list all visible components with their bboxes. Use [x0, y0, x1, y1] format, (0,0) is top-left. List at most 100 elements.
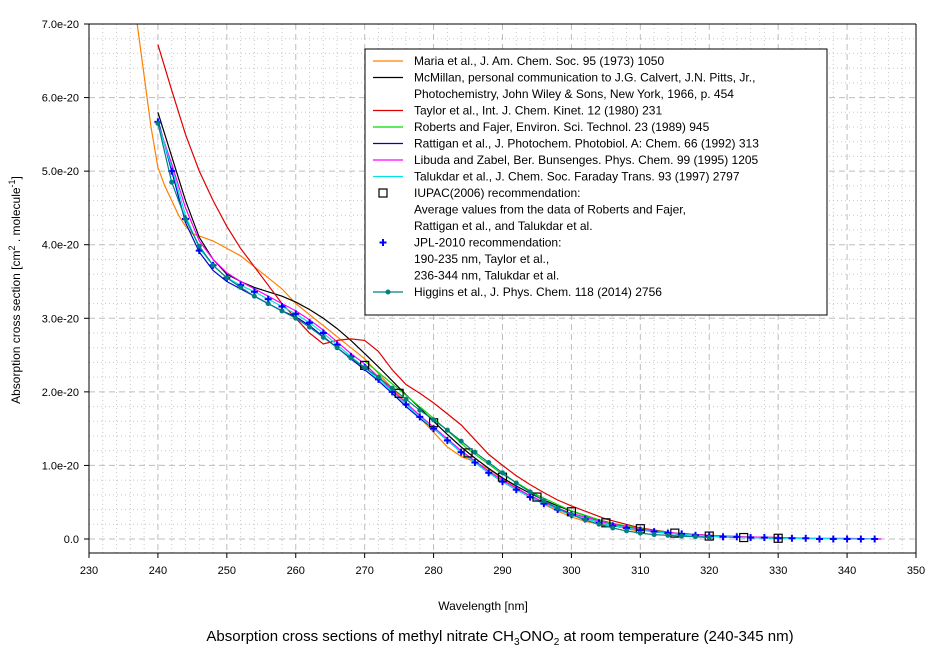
data-point — [417, 407, 423, 413]
y-tick-label: 4.0e-20 — [42, 240, 79, 252]
data-point — [443, 436, 451, 444]
data-point — [472, 449, 478, 455]
x-axis-label: Wavelength [nm] — [438, 599, 528, 613]
legend-item: Talukdar et al., J. Chem. Soc. Faraday T… — [373, 170, 740, 184]
caption-sub2: 2 — [553, 637, 560, 648]
series-line — [157, 44, 779, 539]
legend-item: Libuda and Zabel, Ber. Bunsenges. Phys. … — [373, 153, 759, 167]
y-axis-label-mid: . molecule — [9, 187, 23, 245]
data-point — [210, 262, 216, 268]
legend-item: McMillan, personal communication to J.G.… — [373, 71, 755, 101]
data-point — [596, 521, 602, 527]
data-point — [265, 301, 271, 307]
legend-item: Taylor et al., Int. J. Chem. Kinet. 12 (… — [373, 104, 662, 118]
legend-item: Higgins et al., J. Phys. Chem. 118 (2014… — [373, 285, 662, 299]
data-point — [196, 243, 202, 249]
x-tick-label: 300 — [562, 565, 580, 577]
data-point — [182, 216, 188, 222]
legend-item: JPL-2010 recommendation: 190-235 nm, Tayl… — [379, 236, 561, 283]
y-tick-label: 0.0 — [64, 534, 79, 546]
x-tick-label: 310 — [631, 565, 649, 577]
legend-label: Maria et al., J. Am. Chem. Soc. 95 (1973… — [414, 54, 664, 68]
legend-label: JPL-2010 recommendation: — [414, 236, 561, 250]
legend-item: Rattigan et al., J. Photochem. Photobiol… — [373, 137, 759, 151]
data-point — [485, 469, 493, 477]
data-point — [679, 533, 685, 539]
data-point — [582, 517, 588, 523]
data-point — [403, 396, 409, 402]
x-tick-label: 350 — [907, 565, 925, 577]
data-point — [512, 486, 520, 494]
data-point — [430, 425, 438, 433]
data-point — [500, 470, 505, 476]
data-point — [431, 417, 437, 423]
y-axis-label-sup1: 2 — [7, 245, 17, 250]
data-point — [155, 120, 161, 126]
x-tick-label: 230 — [80, 565, 98, 577]
y-axis-label: Absorption cross section [cm2 . molecule… — [7, 176, 23, 404]
y-tick-label: 5.0e-20 — [42, 166, 79, 178]
data-point — [293, 315, 299, 321]
y-tick-label: 2.0e-20 — [42, 387, 79, 399]
data-point — [513, 480, 519, 486]
y-axis-label-sup2: -1 — [7, 179, 17, 187]
data-point — [747, 534, 755, 542]
legend-marker — [385, 289, 391, 295]
data-point — [527, 489, 533, 495]
y-tick-label: 6.0e-20 — [42, 93, 79, 105]
x-tick-label: 260 — [287, 565, 305, 577]
data-point — [402, 400, 410, 408]
data-point — [788, 534, 796, 542]
data-point — [843, 535, 851, 543]
legend-label: McMillan, personal communication to J.G.… — [414, 71, 755, 85]
data-point — [362, 365, 368, 371]
legend-label: 236-344 nm, Talukdar et al. — [414, 269, 559, 283]
data-point — [857, 535, 865, 543]
data-point — [568, 512, 574, 518]
caption-sub1: 3 — [514, 637, 520, 648]
data-point — [719, 533, 727, 541]
data-point — [348, 355, 354, 361]
data-point — [375, 374, 381, 380]
data-point — [704, 531, 714, 541]
data-point — [651, 532, 657, 538]
axes: 230 240 250 260 270 280 290 300 310 320 330 340 350 0… — [42, 19, 925, 577]
data-point — [541, 498, 547, 504]
data-point — [251, 293, 257, 299]
data-point — [394, 388, 404, 398]
legend-item: Roberts and Fajer, Environ. Sci. Technol… — [373, 120, 710, 134]
data-point — [320, 334, 326, 340]
data-point — [307, 324, 313, 330]
data-point — [486, 459, 492, 465]
legend-label: Average values from the data of Roberts … — [414, 203, 686, 217]
legend-label: Libuda and Zabel, Ber. Bunsenges. Phys. … — [414, 153, 759, 167]
caption-mid: ONO — [519, 628, 554, 645]
x-tick-label: 270 — [355, 565, 373, 577]
data-point — [665, 532, 671, 538]
data-point — [733, 533, 741, 541]
x-tick-label: 330 — [769, 565, 787, 577]
data-point — [526, 493, 534, 501]
data-point — [816, 535, 824, 543]
data-point — [416, 413, 424, 421]
data-point — [389, 385, 395, 391]
legend-label: 190-235 nm, Taylor et al., — [414, 252, 549, 266]
data-point — [706, 535, 712, 541]
legend-label: Taylor et al., Int. J. Chem. Kinet. 12 (… — [414, 104, 662, 118]
data-point — [829, 535, 837, 543]
data-point — [871, 535, 879, 543]
chart-caption: Absorption cross sections of methyl nitr… — [0, 628, 940, 648]
caption-suffix: at room temperature (240-345 nm) — [559, 628, 794, 645]
series-9 — [155, 120, 712, 541]
x-tick-label: 250 — [218, 565, 236, 577]
data-point — [238, 284, 244, 290]
data-point — [773, 533, 783, 543]
x-tick-label: 240 — [149, 565, 167, 577]
legend-item: Maria et al., J. Am. Chem. Soc. 95 (1973… — [373, 54, 664, 68]
y-tick-label: 7.0e-20 — [42, 19, 79, 31]
data-point — [169, 179, 175, 185]
series-2 — [157, 44, 779, 539]
legend-label: Talukdar et al., J. Chem. Soc. Faraday T… — [414, 170, 740, 184]
x-tick-label: 320 — [700, 565, 718, 577]
